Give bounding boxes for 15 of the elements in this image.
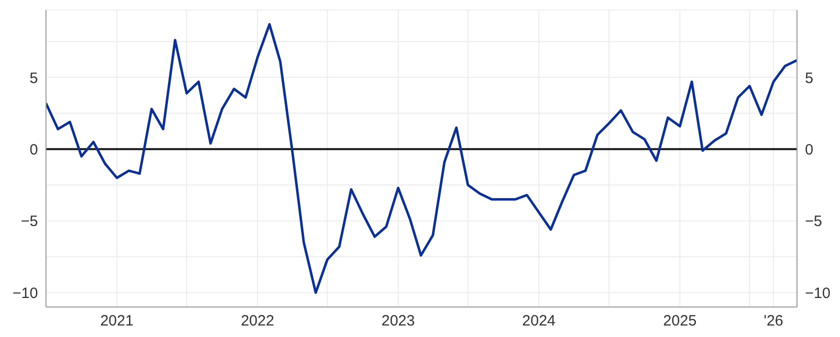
x-tick-label: 2023 [382,312,415,330]
y-tick-label: −10 [12,284,38,302]
x-tick-label: '26 [764,312,784,330]
y-tick-label: 0 [30,142,38,158]
y-tick-label: 5 [30,70,38,87]
y2-tick-label: −5 [805,213,822,230]
x-tick-label: 2022 [240,312,274,330]
y-tick-label: −5 [20,213,38,230]
x-tick-label: 2021 [100,312,134,330]
y2-tick-label: 5 [805,70,814,87]
x-tick-label: 2024 [522,312,556,330]
y2-tick-label: −10 [805,284,830,302]
x-tick-label: 2025 [663,312,697,330]
y2-tick-label: 0 [805,142,814,158]
line-series [46,23,797,294]
